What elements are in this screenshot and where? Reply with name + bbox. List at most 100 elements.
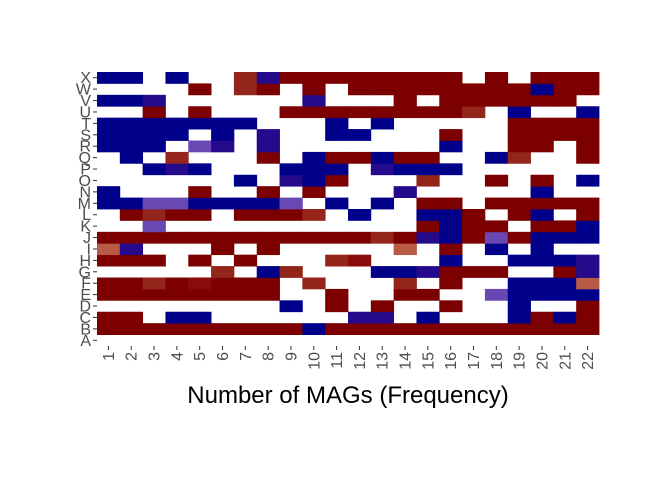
heatmap-cell-U-17 xyxy=(462,106,486,119)
heatmap-cell-W-22 xyxy=(576,83,600,96)
heatmap-cell-E-4 xyxy=(165,288,189,301)
x-tick-label: 17 xyxy=(466,352,483,370)
heatmap-cell-L-10 xyxy=(302,209,326,221)
heatmap-cell-T-4 xyxy=(165,117,189,130)
heatmap-cell-X-7 xyxy=(233,72,258,84)
heatmap-cell-R-20 xyxy=(530,140,554,153)
heatmap-cell-O-18 xyxy=(484,174,509,187)
heatmap-cell-Q-22 xyxy=(576,151,600,164)
heatmap-cell-I-8 xyxy=(256,243,280,256)
heatmap-cell-W-7 xyxy=(233,83,258,96)
heatmap-cell-M-20 xyxy=(530,197,554,210)
heatmap-cell-O-10 xyxy=(302,174,326,187)
y-tick-label: T xyxy=(81,116,91,133)
heatmap-cell-H-3 xyxy=(142,254,166,267)
heatmap-cell-M-13 xyxy=(370,197,395,210)
heatmap-cell-O-15 xyxy=(416,174,440,187)
heatmap-cell-T-1 xyxy=(97,117,121,130)
heatmap-cell-P-4 xyxy=(165,163,189,176)
y-tick-label: S xyxy=(80,127,91,144)
heatmap-cell-W-8 xyxy=(256,83,280,96)
x-tick-label: 20 xyxy=(534,352,551,370)
heatmap-cell-E-2 xyxy=(119,288,144,301)
heatmap-cell-F-10 xyxy=(302,277,326,290)
heatmap-cell-U-16 xyxy=(439,106,463,119)
y-tick-label: B xyxy=(80,321,91,338)
x-tick-label: 11 xyxy=(329,352,346,369)
heatmap-cell-H-16 xyxy=(439,254,463,267)
y-tick-label: G xyxy=(79,264,91,281)
heatmap-cell-M-21 xyxy=(553,197,577,210)
heatmap-cell-B-8 xyxy=(256,323,280,335)
heatmap-cell-S-20 xyxy=(530,129,554,141)
heatmap-cell-J-8 xyxy=(256,231,280,244)
heatmap-cell-M-9 xyxy=(279,197,303,210)
heatmap-cell-C-2 xyxy=(119,311,144,324)
heatmap-cell-G-17 xyxy=(462,266,486,278)
heatmap-cell-C-19 xyxy=(507,311,531,324)
heatmap-cell-M-5 xyxy=(188,197,212,210)
heatmap-cell-U-13 xyxy=(370,106,395,119)
heatmap-cell-O-9 xyxy=(279,174,303,187)
heatmap-cell-B-7 xyxy=(233,323,258,335)
heatmap-cell-U-9 xyxy=(279,106,303,119)
heatmap-cell-H-2 xyxy=(119,254,144,267)
x-tick-label: 15 xyxy=(420,352,437,370)
heatmap-cell-K-21 xyxy=(553,220,577,233)
heatmap-cell-M-16 xyxy=(439,197,463,210)
heatmap-cell-M-18 xyxy=(484,197,509,210)
x-tick-label: 18 xyxy=(489,352,506,370)
heatmap-cell-J-1 xyxy=(97,231,121,244)
heatmap-cell-P-9 xyxy=(279,163,303,176)
heatmap-cell-O-11 xyxy=(325,174,349,187)
y-tick-label: Q xyxy=(79,150,91,167)
heatmap-cell-J-7 xyxy=(233,231,258,244)
heatmap-cell-B-20 xyxy=(530,323,554,335)
heatmap-cell-G-16 xyxy=(439,266,463,278)
heatmap-cell-X-1 xyxy=(97,72,121,84)
heatmap-cell-K-22 xyxy=(576,220,600,233)
heatmap-cell-U-10 xyxy=(302,106,326,119)
heatmap-cell-L-20 xyxy=(530,209,554,221)
x-tick-label: 19 xyxy=(512,352,529,370)
heatmap-cell-N-10 xyxy=(302,186,326,198)
y-tick-label: D xyxy=(79,299,91,316)
heatmap-cell-J-19 xyxy=(507,231,531,244)
x-tick-label: 10 xyxy=(306,352,323,370)
heatmap-cell-O-7 xyxy=(233,174,258,187)
heatmap-cell-R-6 xyxy=(211,140,235,153)
heatmap-cell-W-16 xyxy=(439,83,463,96)
heatmap-cell-S-1 xyxy=(97,129,121,141)
heatmap-cell-F-8 xyxy=(256,277,280,290)
heatmap-cell-B-18 xyxy=(484,323,509,335)
heatmap-cell-J-15 xyxy=(416,231,440,244)
heatmap-cell-D-22 xyxy=(576,300,600,313)
heatmap-cell-E-21 xyxy=(553,288,577,301)
heatmap-cell-M-3 xyxy=(142,197,166,210)
heatmap-cell-J-21 xyxy=(553,231,577,244)
heatmap-cell-I-2 xyxy=(119,243,144,256)
x-tick-label: 22 xyxy=(580,352,597,370)
heatmap-cell-V-18 xyxy=(484,94,509,107)
heatmap-cell-Q-13 xyxy=(370,151,395,164)
heatmap-cell-X-15 xyxy=(416,72,440,84)
heatmap-cell-V-19 xyxy=(507,94,531,107)
heatmap-cell-I-18 xyxy=(484,243,509,256)
heatmap-cell-W-5 xyxy=(188,83,212,96)
heatmap-cell-R-2 xyxy=(119,140,144,153)
heatmap-cell-W-14 xyxy=(393,83,417,96)
heatmap-cell-I-6 xyxy=(211,243,235,256)
y-tick-label: M xyxy=(78,196,91,213)
heatmap-cell-F-14 xyxy=(393,277,417,290)
x-tick-label: 12 xyxy=(352,352,369,370)
heatmap-cell-C-1 xyxy=(97,311,121,324)
y-tick-label: N xyxy=(79,184,91,201)
heatmap-cell-D-9 xyxy=(279,300,303,313)
y-tick-label: W xyxy=(76,82,92,99)
heatmap-cell-M-2 xyxy=(119,197,144,210)
heatmap-cell-S-19 xyxy=(507,129,531,141)
heatmap-cell-C-5 xyxy=(188,311,212,324)
heatmap-cell-P-15 xyxy=(416,163,440,176)
heatmap-cell-E-20 xyxy=(530,288,554,301)
